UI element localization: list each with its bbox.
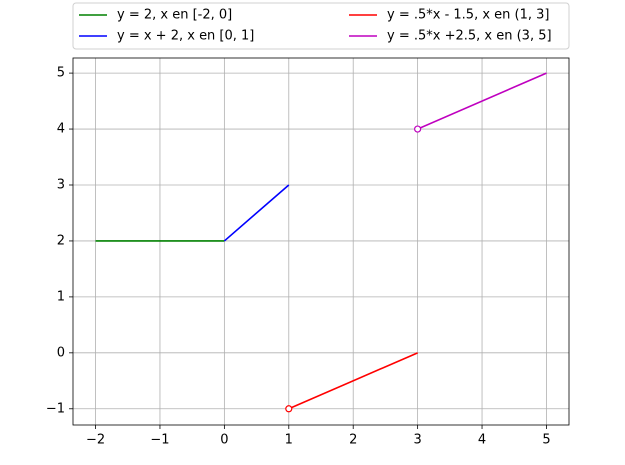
open-endpoint <box>285 405 293 413</box>
series-line <box>223 184 290 242</box>
series-line <box>288 352 418 410</box>
y-tick-label: 5 <box>57 66 65 81</box>
y-tick-label: 1 <box>57 289 65 304</box>
x-tick-label: −2 <box>86 433 105 448</box>
y-tick-label: 3 <box>57 177 65 192</box>
x-tick-label: 4 <box>478 433 486 448</box>
legend-label: y = 2, x en [-2, 0] <box>117 8 232 23</box>
y-tick-label: 4 <box>57 122 65 137</box>
x-tick-label: 0 <box>220 433 228 448</box>
y-tick-label: 2 <box>57 233 65 248</box>
legend-label: y = x + 2, x en [0, 1] <box>117 29 254 44</box>
x-tick-label: 2 <box>349 433 357 448</box>
x-tick-label: 5 <box>542 433 550 448</box>
series-line <box>417 72 547 130</box>
open-endpoint <box>414 125 422 133</box>
y-tick-label: 0 <box>57 345 65 360</box>
x-tick-label: 1 <box>285 433 293 448</box>
x-tick-label: 3 <box>413 433 421 448</box>
axes-frame <box>72 57 570 426</box>
x-tick-label: −1 <box>150 433 169 448</box>
y-tick-label: −1 <box>46 401 65 416</box>
legend-box <box>72 2 570 50</box>
legend-label: y = .5*x +2.5, x en (3, 5] <box>387 29 552 44</box>
plot-area <box>73 58 569 425</box>
legend-label: y = .5*x - 1.5, x en (1, 3] <box>387 8 550 23</box>
